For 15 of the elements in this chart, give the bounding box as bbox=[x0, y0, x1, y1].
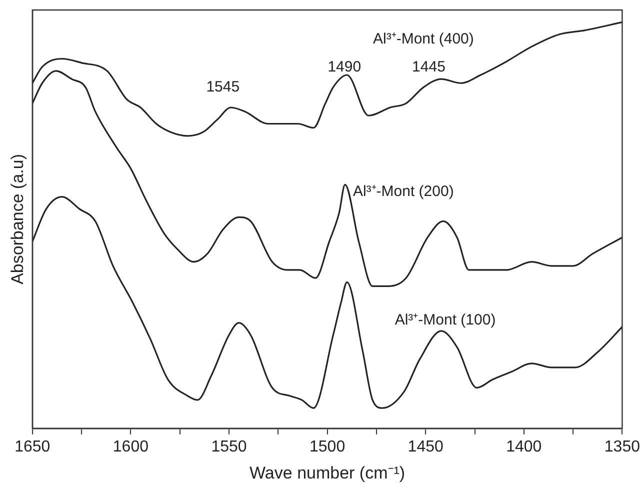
series-label: Al³⁺-Mont (400) bbox=[373, 30, 474, 48]
x-tick-label: 1450 bbox=[408, 438, 444, 456]
series-label: Al³⁺-Mont (200) bbox=[352, 183, 454, 200]
x-tick-label: 1350 bbox=[604, 438, 640, 456]
y-axis-title: Absorbance (a.u) bbox=[8, 154, 27, 284]
x-tick-label: 1400 bbox=[506, 438, 542, 456]
annotation: 1490 bbox=[328, 58, 362, 76]
series-label: Al³⁺-Mont (100) bbox=[394, 312, 496, 329]
x-tick-label: 1500 bbox=[310, 438, 346, 456]
x-tick-label: 1550 bbox=[211, 438, 247, 456]
x-tick-label: 1650 bbox=[14, 438, 50, 456]
x-tick-label: 1600 bbox=[112, 438, 149, 456]
annotation: 1445 bbox=[412, 58, 446, 76]
x-axis-title: Wave number (cm⁻¹) bbox=[250, 463, 406, 482]
annotation: 1545 bbox=[206, 78, 240, 96]
